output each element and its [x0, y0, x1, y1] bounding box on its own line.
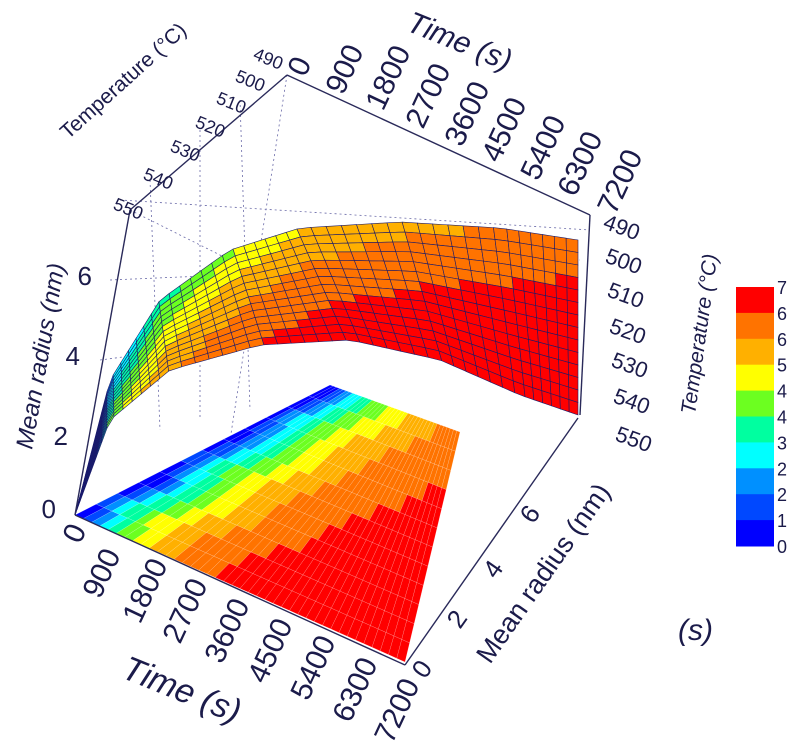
surface-cell: [261, 336, 279, 346]
surface-cell: [530, 232, 544, 248]
right-temperature-tick: 500: [602, 243, 645, 279]
stray-units-label: (s): [678, 614, 713, 647]
surface-cell: [566, 262, 579, 278]
top-temperature-tick: 550: [111, 194, 146, 224]
surface-cell: [553, 235, 567, 251]
bottom-time-tick: 7200: [368, 674, 426, 748]
surface-cell: [542, 234, 556, 250]
axis-line: [74, 209, 131, 516]
top-time-tick: 900: [319, 40, 370, 99]
colorbar-swatch: [736, 312, 774, 340]
left-radius-tick: 0: [42, 494, 56, 524]
bottom-radius-tick: 6: [513, 499, 546, 528]
right-temperature-tick: 510: [604, 277, 647, 313]
colorbar-swatch: [736, 416, 774, 443]
surface-cell: [493, 227, 509, 242]
surface-mesh: [74, 221, 579, 516]
colorbar-label: 0: [777, 537, 787, 557]
bottom-time-tick: 900: [76, 544, 127, 603]
surface-cell: [386, 221, 406, 233]
colorbar-legend: 7 6 6 5 4 4 3 2 2 1 0: [736, 278, 787, 557]
colorbar-swatch: [736, 442, 774, 469]
bottom-time-tick: 3600: [198, 594, 256, 668]
grid-line: [119, 199, 591, 231]
surface-cell: [447, 224, 466, 238]
top-temperature-tick: 540: [141, 164, 176, 194]
surface-cell: [479, 237, 497, 252]
surface-cell: [432, 223, 451, 237]
bottom-time-tick: 6300: [326, 653, 384, 727]
floor-contour-projection: [74, 384, 461, 663]
surface-cell: [416, 222, 436, 235]
surface-cell: [568, 399, 579, 416]
surface-cell: [518, 230, 532, 246]
top-temperature-tick: 490: [251, 44, 286, 74]
top-temperature-tick: 520: [193, 112, 228, 142]
surface-cell: [449, 235, 468, 249]
colorbar-swatch: [736, 390, 774, 417]
left-radius-tick: 6: [78, 261, 92, 291]
top-temperature-tick: 500: [233, 66, 268, 96]
colorbar-label: 7: [777, 278, 787, 298]
bottom-time-tick: 5400: [284, 631, 342, 705]
surface-cell: [259, 329, 276, 339]
surface-cell: [494, 239, 510, 254]
right-temperature-tick: 530: [608, 347, 651, 383]
colorbar-label: 6: [777, 330, 787, 350]
floor-cell: [451, 430, 461, 452]
colorbar-swatch: [736, 494, 774, 521]
bottom-radius-tick: 4: [476, 554, 509, 583]
surface-cell: [477, 226, 496, 240]
surface-cell: [464, 236, 483, 250]
colorbar-label: 2: [777, 485, 787, 505]
axes: [74, 74, 591, 666]
bottom-radius-tick: 2: [440, 604, 473, 633]
surface-cell: [554, 248, 567, 264]
colorbar-label: 5: [777, 356, 787, 376]
colorbar-swatch: [736, 364, 774, 392]
colorbar-label: 2: [777, 459, 787, 479]
axis-line: [286, 74, 591, 216]
left-radius-tick: 4: [66, 341, 80, 371]
right-temperature-axis-title: Temperature (°C): [677, 252, 722, 415]
top-temperature-axis-title: Temperature (°C): [56, 19, 191, 144]
top-temperature-tick: 510: [214, 88, 249, 118]
surface-cell: [462, 225, 481, 239]
right-temperature-tick: 540: [610, 383, 653, 419]
colorbar-label: 6: [777, 304, 787, 324]
left-radius-tick: 2: [54, 421, 68, 451]
colorbar-swatch: [736, 468, 774, 495]
bottom-time-tick: 0: [56, 519, 93, 548]
surface-cell: [559, 396, 570, 413]
surface-cell: [542, 246, 556, 262]
top-time-axis-title: Time (s): [402, 6, 516, 78]
surface-cell: [565, 237, 579, 253]
colorbar-label: 3: [777, 433, 787, 453]
right-temperature-tick: 490: [600, 209, 643, 245]
axis-line: [404, 417, 579, 666]
surface-cell: [566, 250, 579, 266]
right-temperature-tick: 550: [612, 421, 655, 457]
axis-line: [579, 214, 591, 416]
grid-line: [149, 179, 161, 431]
axis-line: [129, 74, 288, 211]
colorbar-swatch: [736, 287, 774, 314]
colorbar-swatch: [736, 338, 774, 366]
right-temperature-tick: 520: [606, 313, 649, 349]
grid-line: [229, 74, 288, 441]
colorbar-label: 1: [777, 511, 787, 531]
surface-cell: [554, 260, 568, 276]
colorbar-label: 4: [777, 408, 787, 428]
colorbar-label: 4: [777, 382, 787, 402]
bottom-radius-tick: 0: [405, 654, 438, 683]
colorbar-swatch: [736, 520, 774, 547]
top-temperature-tick: 530: [168, 136, 203, 166]
axis-line: [74, 514, 406, 666]
